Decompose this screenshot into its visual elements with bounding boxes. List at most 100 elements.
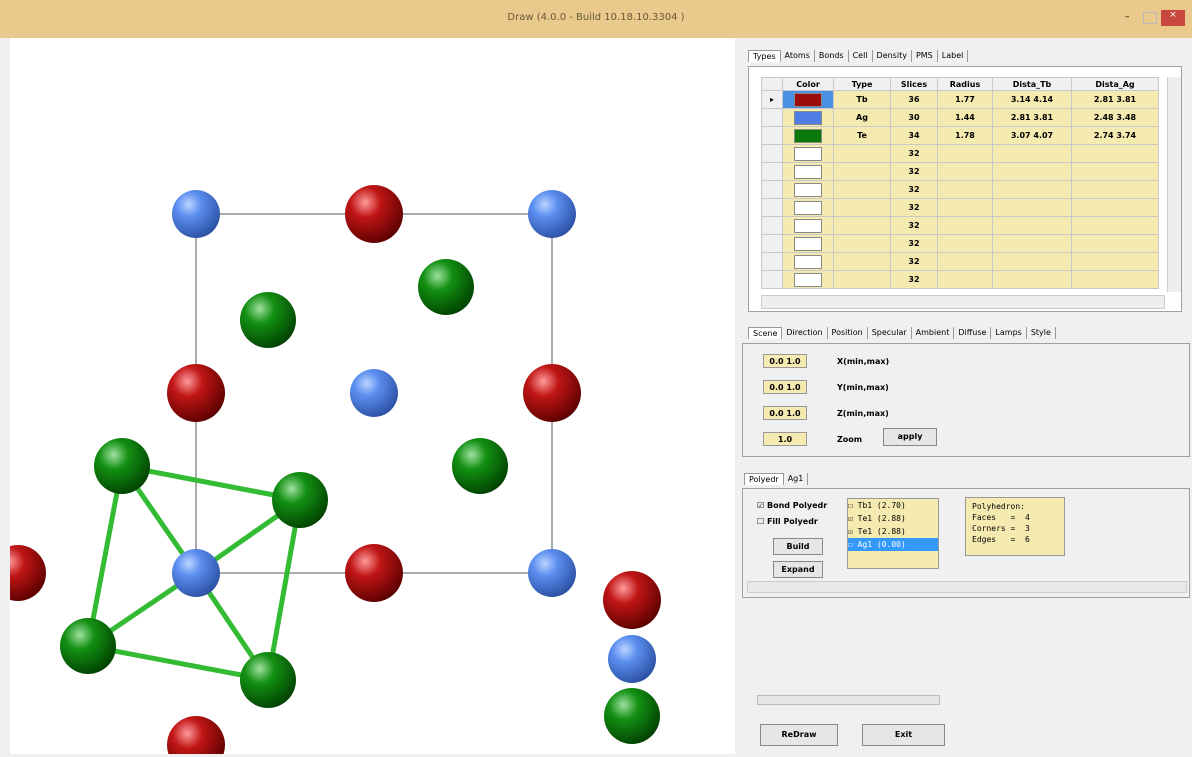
color-cell[interactable] [783,235,834,253]
cell-type [834,253,891,271]
table-row[interactable]: 32 [762,217,1159,235]
column-header: Slices [891,78,938,91]
exit-button[interactable]: Exit [862,724,945,746]
app-window: Draw (4.0.0 - Build 10.18.10.3304 ) – × … [0,0,1192,754]
cell-radius [938,181,993,199]
cell-type [834,163,891,181]
h-scrollbar[interactable] [747,581,1187,593]
table-row[interactable]: 32 [762,235,1159,253]
tab[interactable]: Diffuse [954,327,991,339]
color-cell[interactable] [783,145,834,163]
cell-dista-ag [1072,217,1159,235]
cell-radius [938,217,993,235]
table-row[interactable]: 32 [762,199,1159,217]
atom-label: Ag1 (0.00) [858,540,906,549]
v-scrollbar[interactable] [1167,77,1181,292]
tab[interactable]: PMS [912,50,938,62]
apply-button[interactable]: apply [883,428,937,446]
atom-item[interactable]: ☑ Te1 (2.88) [848,525,938,538]
color-cell[interactable] [783,217,834,235]
cell-radius [938,271,993,289]
tab[interactable]: Lamps [991,327,1026,339]
redraw-button[interactable]: ReDraw [760,724,838,746]
table-row[interactable]: 32 [762,145,1159,163]
atom-item[interactable]: ☑ Te1 (2.88) [848,512,938,525]
color-swatch [794,147,822,161]
color-cell[interactable] [783,199,834,217]
tab[interactable]: Style [1027,327,1056,339]
render-canvas[interactable] [10,38,735,754]
tab[interactable]: Scene [748,327,782,339]
cell-slices: 34 [891,127,938,145]
bond-polyedr-checkbox[interactable]: ☑ Bond Polyedr [757,501,827,510]
cell-dista-tb [993,163,1072,181]
tab[interactable]: Position [828,327,868,339]
color-cell[interactable] [783,181,834,199]
cell-slices: 32 [891,271,938,289]
scene-field[interactable]: 0.0 1.0 [763,406,807,420]
column-header: Dista_Ag [1072,78,1159,91]
atom-item[interactable]: ☐ Tb1 (2.70) [848,499,938,512]
cell-dista-tb: 3.14 4.14 [993,91,1072,109]
table-row[interactable]: 32 [762,271,1159,289]
h-scrollbar[interactable] [761,295,1165,309]
cell-dista-tb [993,271,1072,289]
row-indicator-header [762,78,783,91]
tab[interactable]: Ambient [912,327,955,339]
scene [10,38,735,754]
color-cell[interactable] [783,271,834,289]
cell-dista-tb [993,253,1072,271]
tab[interactable]: Atoms [781,50,815,62]
checkbox-label: Bond Polyedr [767,501,827,510]
info-line: Polyhedron: [972,501,1058,512]
row-indicator [762,109,783,127]
atom-item[interactable]: ☐ Ag1 (0.00) [848,538,938,551]
tab[interactable]: Cell [849,50,873,62]
scene-field[interactable]: 1.0 [763,432,807,446]
tab[interactable]: Direction [782,327,827,339]
color-cell[interactable] [783,127,834,145]
scene-field[interactable]: 0.0 1.0 [763,354,807,368]
row-indicator: ▸ [762,91,783,109]
color-cell[interactable] [783,91,834,109]
cell-dista-tb [993,145,1072,163]
table-row[interactable]: 32 [762,181,1159,199]
close[interactable]: × [1161,10,1185,26]
tab[interactable]: Polyedr [744,473,784,485]
cell-type: Ag [834,109,891,127]
table-row[interactable]: 32 [762,253,1159,271]
row-indicator [762,145,783,163]
atom-list[interactable]: ☐ Tb1 (2.70)☑ Te1 (2.88)☑ Te1 (2.88)☐ Ag… [847,498,939,569]
tab[interactable]: Bonds [815,50,849,62]
minimize[interactable]: – [1125,12,1141,24]
tab[interactable]: Types [748,50,781,62]
tab[interactable]: Specular [868,327,912,339]
row-indicator [762,181,783,199]
scene-field-label: Zoom [837,435,862,444]
fill-polyedr-checkbox[interactable]: ☐ Fill Polyedr [757,517,818,526]
table-row[interactable]: 32 [762,163,1159,181]
color-cell[interactable] [783,163,834,181]
color-cell[interactable] [783,109,834,127]
tab[interactable]: Ag1 [784,473,809,485]
maximize[interactable] [1143,12,1157,24]
color-cell[interactable] [783,253,834,271]
color-swatch [794,201,822,215]
tab[interactable]: Density [873,50,912,62]
tab[interactable]: Label [938,50,969,62]
expand-button[interactable]: Expand [773,561,823,578]
cell-radius [938,163,993,181]
cell-type [834,271,891,289]
scene-field[interactable]: 0.0 1.0 [763,380,807,394]
build-button[interactable]: Build [773,538,823,555]
window-controls[interactable]: – × [1125,10,1185,26]
scene-field-label: Z(min,max) [837,409,889,418]
cell-slices: 30 [891,109,938,127]
